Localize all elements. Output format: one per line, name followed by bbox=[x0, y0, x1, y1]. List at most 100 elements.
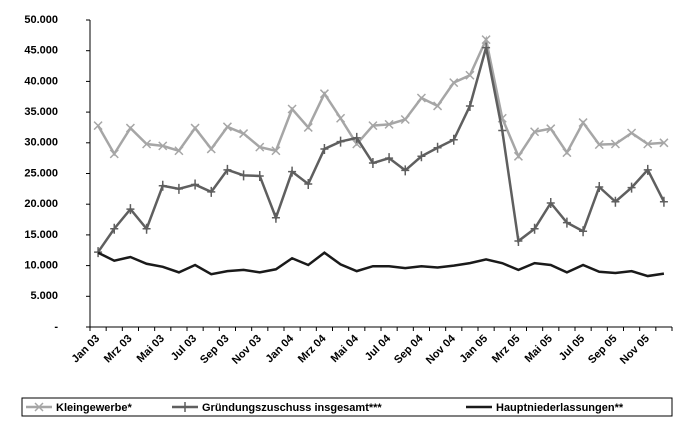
marker bbox=[158, 141, 168, 151]
x-tick-label: Jul 05 bbox=[557, 333, 588, 364]
marker bbox=[498, 125, 507, 136]
x-tick-label: Mai 04 bbox=[329, 332, 362, 365]
marker bbox=[304, 178, 313, 189]
marker bbox=[271, 212, 280, 223]
marker bbox=[239, 170, 248, 181]
marker bbox=[562, 148, 572, 158]
marker bbox=[610, 139, 620, 149]
marker bbox=[433, 142, 442, 153]
marker bbox=[643, 164, 652, 175]
marker bbox=[514, 236, 523, 247]
marker bbox=[643, 139, 653, 149]
legend-marker bbox=[34, 402, 44, 412]
marker bbox=[481, 35, 491, 45]
marker bbox=[400, 114, 410, 124]
marker bbox=[94, 247, 103, 258]
marker bbox=[336, 136, 345, 147]
x-tick-label: Nov 03 bbox=[230, 333, 264, 367]
marker bbox=[659, 196, 668, 207]
marker bbox=[174, 146, 184, 156]
legend-label: Hauptniederlassungen** bbox=[496, 402, 624, 414]
marker bbox=[126, 204, 135, 215]
marker bbox=[352, 132, 361, 143]
x-tick-label: Nov 05 bbox=[618, 333, 652, 367]
marker bbox=[482, 42, 491, 53]
marker bbox=[659, 138, 669, 148]
x-tick-label: Mrz 04 bbox=[296, 332, 329, 365]
marker bbox=[142, 223, 151, 234]
marker bbox=[93, 121, 103, 131]
marker bbox=[191, 179, 200, 190]
marker bbox=[465, 100, 474, 111]
series-line bbox=[96, 35, 665, 159]
x-tick-label: Mai 03 bbox=[135, 333, 167, 365]
marker bbox=[594, 140, 604, 150]
marker bbox=[579, 226, 588, 237]
y-tick-label: - bbox=[54, 321, 58, 333]
marker bbox=[530, 223, 539, 234]
marker bbox=[223, 164, 232, 175]
x-tick-label: Sep 04 bbox=[392, 332, 426, 366]
marker bbox=[449, 78, 459, 88]
legend-label: Kleingewerbe* bbox=[56, 402, 133, 414]
marker bbox=[222, 122, 232, 132]
marker bbox=[417, 151, 426, 162]
x-tick-label: Jan 04 bbox=[264, 332, 297, 365]
marker bbox=[109, 149, 119, 159]
marker bbox=[319, 89, 329, 99]
marker bbox=[158, 180, 167, 191]
y-tick-label: 45.000 bbox=[24, 45, 58, 57]
marker bbox=[368, 121, 378, 131]
legend-marker bbox=[181, 402, 189, 412]
marker bbox=[320, 143, 329, 154]
series-line bbox=[97, 251, 665, 278]
marker bbox=[368, 158, 377, 169]
marker bbox=[562, 217, 571, 228]
marker bbox=[595, 182, 604, 193]
x-tick-label: Mai 05 bbox=[523, 333, 555, 365]
marker bbox=[578, 118, 588, 128]
legend-box bbox=[21, 397, 673, 417]
y-tick-label: 50.000 bbox=[24, 14, 58, 26]
marker bbox=[433, 101, 443, 111]
x-tick-label: Jan 05 bbox=[458, 333, 491, 366]
marker bbox=[336, 113, 346, 123]
x-tick-label: Nov 04 bbox=[424, 332, 459, 367]
marker bbox=[142, 139, 152, 149]
marker bbox=[530, 127, 540, 137]
marker bbox=[207, 186, 216, 197]
marker bbox=[255, 170, 264, 181]
y-tick-label: 5.000 bbox=[30, 290, 58, 302]
legend-label: Gründungszuschuss insgesamt*** bbox=[202, 402, 382, 414]
marker bbox=[513, 151, 523, 161]
x-tick-label: Jul 03 bbox=[169, 333, 200, 364]
x-tick-label: Jul 04 bbox=[363, 332, 394, 363]
marker bbox=[255, 142, 265, 152]
marker bbox=[627, 128, 637, 138]
marker bbox=[239, 129, 249, 139]
marker bbox=[125, 123, 135, 133]
y-tick-label: 30.000 bbox=[24, 137, 58, 149]
series-line bbox=[97, 47, 666, 253]
y-tick-label: 40.000 bbox=[24, 75, 58, 87]
x-tick-label: Mrz 03 bbox=[102, 333, 135, 366]
marker bbox=[303, 122, 313, 132]
y-tick-label: 15.000 bbox=[24, 229, 58, 241]
marker bbox=[288, 166, 297, 177]
marker bbox=[384, 119, 394, 129]
x-tick-label: Sep 05 bbox=[586, 333, 620, 367]
marker bbox=[190, 123, 200, 133]
y-tick-label: 35.000 bbox=[24, 106, 58, 118]
marker bbox=[611, 196, 620, 207]
y-tick-label: 10.000 bbox=[24, 260, 58, 272]
marker bbox=[546, 124, 556, 134]
marker bbox=[546, 197, 555, 208]
x-tick-label: Mrz 05 bbox=[490, 333, 523, 366]
marker bbox=[416, 93, 426, 103]
marker bbox=[401, 165, 410, 176]
y-tick-label: 25.000 bbox=[24, 167, 58, 179]
marker bbox=[627, 182, 636, 193]
marker bbox=[385, 153, 394, 164]
y-tick-label: 20.000 bbox=[24, 198, 58, 210]
